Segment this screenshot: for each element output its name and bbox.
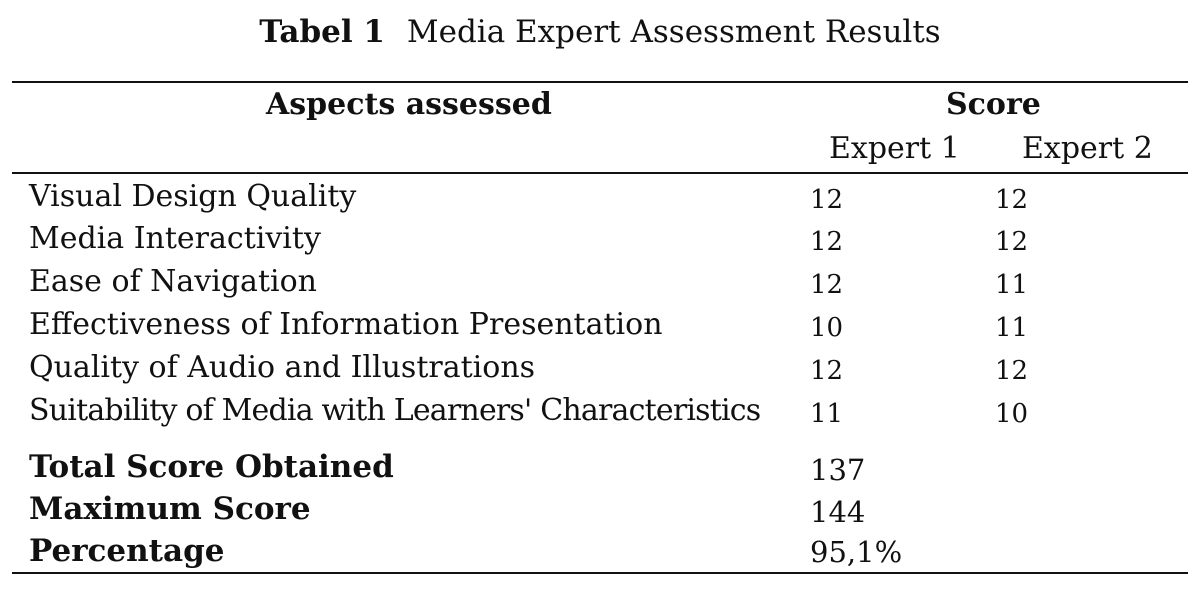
header-aspects: Aspects assessed: [266, 87, 552, 122]
expert-1-score: 12: [810, 185, 844, 215]
expert-1-score: 12: [810, 270, 844, 300]
aspect-cell: Visual Design Quality: [29, 179, 357, 214]
aspect-cell: Media Interactivity: [29, 221, 321, 256]
table-top-rule: [12, 81, 1188, 83]
table-caption: Tabel 1 Media Expert Assessment Results: [0, 12, 1200, 52]
expert-1-score: 12: [810, 227, 844, 257]
expert-2-score: 12: [995, 356, 1029, 386]
expert-2-score: 12: [995, 185, 1029, 215]
aspect-cell: Suitability of Media with Learners' Char…: [29, 393, 761, 428]
summary-label-percentage: Percentage: [29, 533, 225, 569]
header-score: Score: [946, 87, 1041, 122]
expert-2-score: 11: [995, 270, 1029, 300]
expert-2-score: 11: [995, 313, 1029, 343]
header-expert-2: Expert 2: [1022, 131, 1153, 166]
table-bottom-rule: [12, 572, 1188, 574]
table-title: Media Expert Assessment Results: [406, 14, 941, 50]
expert-2-score: 10: [995, 399, 1029, 429]
aspect-cell: Quality of Audio and Illustrations: [29, 350, 536, 385]
summary-label-maximum: Maximum Score: [29, 491, 311, 527]
summary-label-total: Total Score Obtained: [29, 449, 394, 485]
summary-value-total: 137: [810, 453, 866, 487]
expert-1-score: 12: [810, 356, 844, 386]
table-number: Tabel 1: [259, 14, 386, 50]
summary-value-maximum: 144: [810, 495, 866, 529]
summary-value-percentage: 95,1%: [810, 535, 903, 569]
expert-1-score: 10: [810, 313, 844, 343]
table-header-rule: [12, 172, 1188, 174]
expert-2-score: 12: [995, 227, 1029, 257]
expert-1-score: 11: [810, 399, 844, 429]
header-expert-1: Expert 1: [829, 131, 960, 166]
aspect-cell: Ease of Navigation: [29, 264, 317, 299]
aspect-cell: Effectiveness of Information Presentatio…: [29, 307, 663, 342]
